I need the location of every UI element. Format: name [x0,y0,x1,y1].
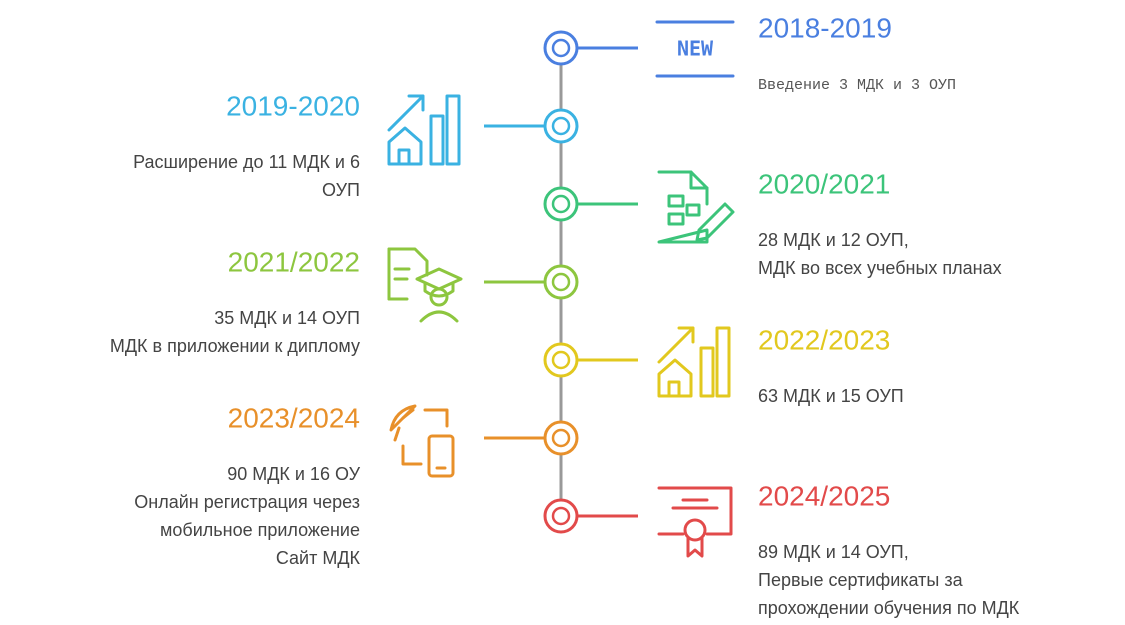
description: 35 МДК и 14 ОУП [214,308,360,328]
certificate-icon [657,486,733,558]
badge: NEW [677,37,714,61]
plan-icon [657,170,735,244]
node-inner [551,116,571,136]
year: 2023/2024 [228,402,360,433]
growth-icon [657,326,731,398]
diploma-icon [387,247,463,323]
description: Введение 3 МДК и 3 ОУП [758,77,956,94]
year: 2021/2022 [228,246,360,277]
year: 2019-2020 [226,90,360,121]
node-inner [551,350,571,370]
year: 2018-2019 [758,12,892,43]
description: Расширение до 11 МДК и 6 [133,152,360,172]
node-inner [551,272,571,292]
node-inner [551,428,571,448]
description: Сайт МДК [276,548,361,568]
description: ОУП [322,180,360,200]
year: 2024/2025 [758,480,890,511]
description: МДК во всех учебных планах [758,258,1002,278]
description: мобильное приложение [160,520,360,540]
node-inner [551,194,571,214]
node-inner [551,38,571,58]
node-inner [551,506,571,526]
description: 28 МДК и 12 ОУП, [758,230,909,250]
mobile-icon [389,404,455,478]
year: 2020/2021 [758,168,890,199]
description: МДК в приложении к диплому [110,336,360,356]
year: 2022/2023 [758,324,890,355]
description: 63 МДК и 15 ОУП [758,386,904,406]
new-icon: NEW [655,20,735,78]
description: 89 МДК и 14 ОУП, [758,542,909,562]
description: 90 МДК и 16 ОУ [227,464,360,484]
growth-icon [387,94,461,166]
description: Онлайн регистрация через [134,492,360,512]
description: Первые сертификаты за [758,570,964,590]
description: прохождении обучения по МДК [758,598,1020,618]
